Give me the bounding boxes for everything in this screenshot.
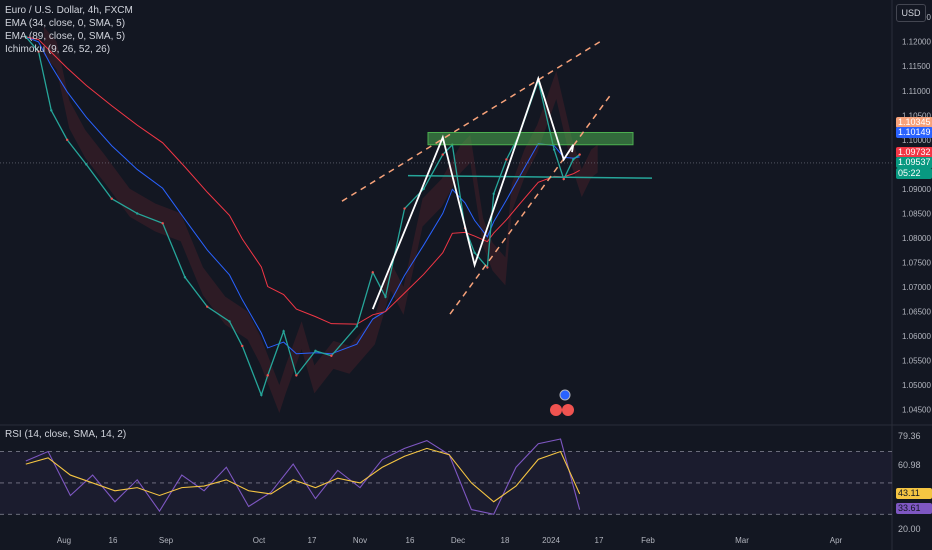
price-point <box>260 393 263 397</box>
price-tick-label: 1.06500 <box>902 308 931 317</box>
ema34-line <box>25 36 580 355</box>
time-tick-label: 18 <box>501 536 510 545</box>
rsi-tag: 20.00 <box>898 524 921 534</box>
price-tick-label: 1.07500 <box>902 259 931 268</box>
price-point <box>295 374 298 377</box>
price-point <box>85 163 88 166</box>
ema89-line <box>25 36 580 325</box>
price-tick-label: 1.08000 <box>902 234 931 243</box>
price-point <box>282 330 285 333</box>
price-point <box>552 148 556 151</box>
ichimoku-cloud <box>43 26 598 414</box>
time-tick-label: Oct <box>253 536 266 545</box>
price-point <box>110 197 113 200</box>
price-point <box>403 207 406 210</box>
price-tick-label: 1.06000 <box>902 332 931 341</box>
price-point <box>241 344 244 348</box>
price-tag: 1.09732 <box>896 146 932 158</box>
rsi-legend: RSI (14, close, SMA, 14, 2) <box>5 429 127 440</box>
time-tick-label: 17 <box>595 536 604 545</box>
time-tick-label: Apr <box>830 536 843 545</box>
price-point <box>441 153 444 156</box>
price-point <box>562 177 565 181</box>
price-tick-label: 1.10000 <box>902 136 931 145</box>
time-tick-label: Nov <box>353 536 367 545</box>
price-tag: 1.10345 <box>896 116 932 128</box>
time-tick-label: Aug <box>57 536 71 545</box>
price-point <box>266 374 269 377</box>
price-point <box>371 271 374 274</box>
price-point <box>206 305 209 308</box>
wave-pattern-line <box>371 75 575 310</box>
price-point <box>228 320 231 323</box>
price-point <box>37 50 40 53</box>
price-tick-label: 1.04500 <box>902 406 931 415</box>
price-line <box>25 36 581 397</box>
ema34-legend: EMA (34, close, 0, SMA, 5) <box>5 18 126 29</box>
event-marker-icon <box>559 389 571 401</box>
ichimoku-legend: Ichimoku (9, 26, 52, 26) <box>5 44 111 55</box>
price-point <box>50 109 53 112</box>
symbol-title: Euro / U.S. Dollar, 4h, FXCM <box>5 5 133 16</box>
time-tick-label: Feb <box>641 536 655 545</box>
rsi-tag: 79.36 <box>898 430 921 441</box>
price-point <box>422 187 425 191</box>
price-point <box>473 251 476 254</box>
price-tick-label: 1.12000 <box>902 38 931 47</box>
currency-button[interactable]: USD <box>896 4 926 22</box>
price-tick-label: 1.08500 <box>902 209 931 218</box>
rsi-band-fill <box>0 451 892 515</box>
ema89-legend: EMA (89, close, 0, SMA, 5) <box>5 31 126 42</box>
rsi-tag: 60.98 <box>898 459 921 470</box>
price-point <box>330 354 333 357</box>
resistance-zone <box>427 131 634 146</box>
price-point <box>486 266 489 269</box>
price-point <box>183 276 187 279</box>
rsi-tag: 43.11 <box>896 487 932 499</box>
time-tick-label: 17 <box>308 536 317 545</box>
price-point <box>314 349 317 353</box>
price-tick-label: 1.09000 <box>902 185 931 194</box>
price-point <box>505 158 508 161</box>
price-point <box>65 138 69 142</box>
price-point <box>578 153 581 156</box>
price-tick-label: 1.05500 <box>902 357 931 366</box>
rsi-ma-line <box>25 447 581 503</box>
price-point <box>24 35 28 39</box>
time-tick-label: 16 <box>406 536 415 545</box>
price-tick-label: 1.05000 <box>902 381 931 390</box>
event-marker-icon <box>550 404 562 416</box>
rsi-line <box>25 438 581 515</box>
price-point <box>492 192 495 196</box>
time-tick-label: 2024 <box>542 536 560 545</box>
price-tick-label: 1.10500 <box>902 111 931 120</box>
price-point <box>572 158 575 161</box>
price-tag: 05:22 <box>896 167 932 179</box>
rsi-tag: 33.61 <box>896 502 932 514</box>
time-tick-label: 16 <box>109 536 118 545</box>
price-point <box>161 222 164 225</box>
price-tag: 1.10149 <box>896 126 932 138</box>
event-marker-icon <box>562 404 574 416</box>
time-tick-label: Mar <box>735 536 749 545</box>
time-tick-label: Dec <box>451 536 465 545</box>
price-point <box>136 212 139 215</box>
support-line <box>407 174 653 179</box>
price-point <box>384 295 387 299</box>
price-tick-label: 1.07000 <box>902 283 931 292</box>
price-tick-label: 1.11500 <box>902 62 931 71</box>
time-tick-label: Sep <box>159 536 174 545</box>
price-point <box>355 325 359 328</box>
channel-lower-line <box>449 95 611 315</box>
price-tag: 1.09537 <box>896 156 932 168</box>
price-tick-label: 1.11000 <box>902 87 931 96</box>
